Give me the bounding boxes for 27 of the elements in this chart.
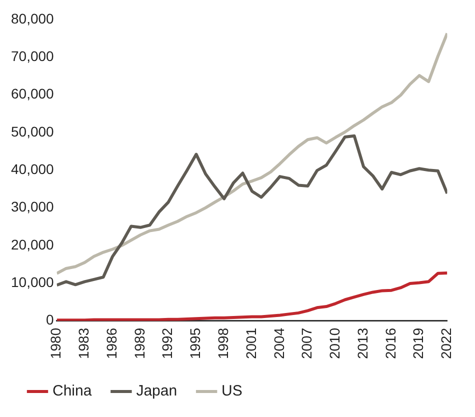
y-tick-label: 60,000 <box>10 86 54 102</box>
legend-label: US <box>222 382 242 400</box>
x-tick-label: 1980 <box>48 328 64 360</box>
x-tick-label: 2010 <box>326 328 343 360</box>
y-tick-label: 70,000 <box>10 48 54 64</box>
y-tick-label: 80,000 <box>10 10 54 26</box>
y-tick-label: 20,000 <box>10 236 54 252</box>
y-tick-label: 30,000 <box>10 198 54 215</box>
y-tick-label: 40,000 <box>10 160 54 177</box>
x-tick-label: 2013 <box>354 328 370 360</box>
x-tick-label: 2001 <box>242 328 259 360</box>
legend-label: China <box>52 382 92 400</box>
x-tick-label: 1983 <box>76 328 92 360</box>
x-tick-label: 2022 <box>438 328 454 360</box>
x-tick-label: 1986 <box>103 328 120 360</box>
x-tick-label: 1995 <box>187 328 204 360</box>
x-tick-label: 2004 <box>270 328 287 360</box>
x-tick-label: 2016 <box>382 328 398 360</box>
x-tick-label: 1989 <box>131 328 148 360</box>
legend-label: Japan <box>136 382 178 400</box>
x-tick-label: 2019 <box>410 328 426 360</box>
x-tick-label: 1992 <box>159 328 176 360</box>
y-tick-label: 50,000 <box>10 123 54 140</box>
x-tick-label: 2007 <box>298 328 315 360</box>
x-tick-label: 1998 <box>214 328 231 360</box>
y-tick-label: 10,000 <box>10 274 54 290</box>
y-tick-label: 0 <box>46 312 54 328</box>
